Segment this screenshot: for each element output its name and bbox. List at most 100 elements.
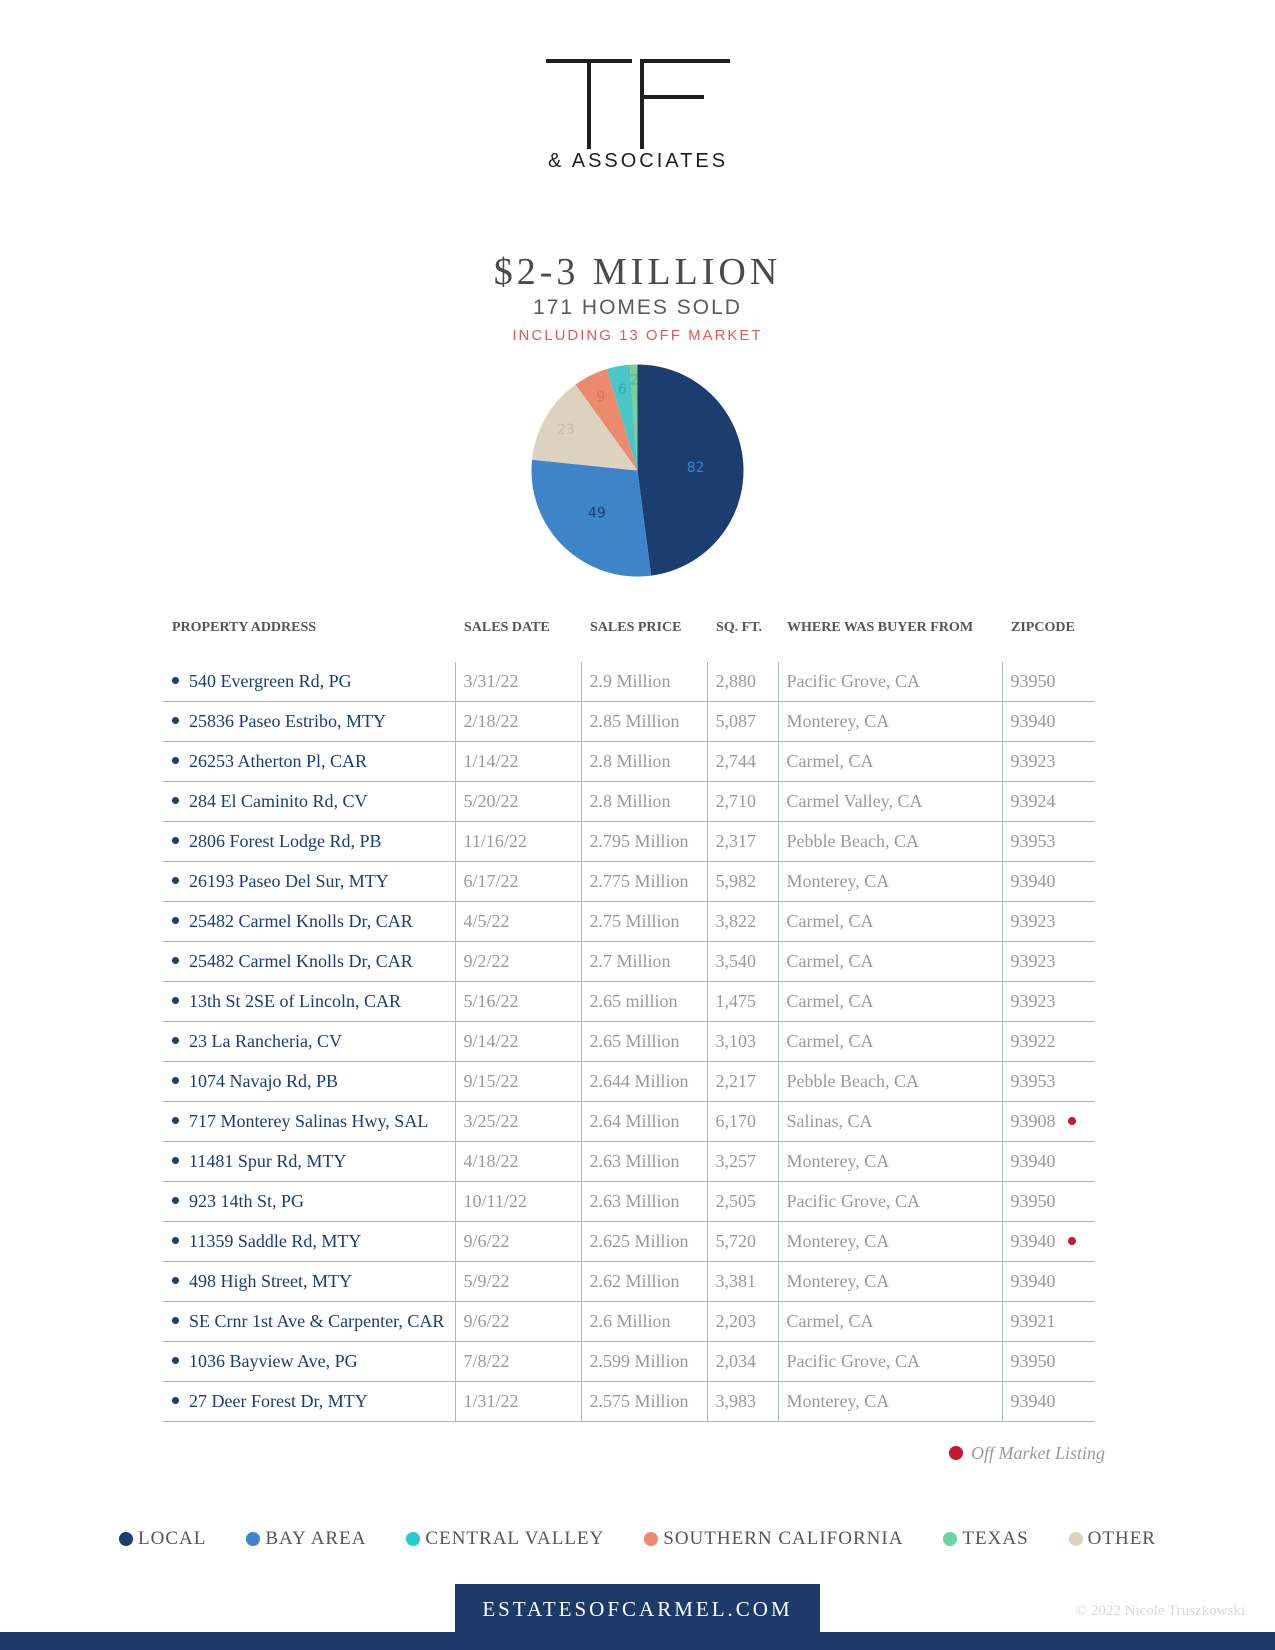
- cell-text: 9/15/22: [463, 1071, 519, 1091]
- cell-sqft: 2,744: [706, 741, 778, 782]
- cell-date: 9/15/22: [454, 1061, 581, 1102]
- table-row: 1036 Bayview Ave, PG 7/8/22 2.599 Million 2…: [163, 1341, 1095, 1382]
- cell-text: 9/14/22: [463, 1031, 519, 1051]
- pie-slice: [575, 369, 638, 471]
- legend-label: SOUTHERN CALIFORNIA: [663, 1528, 904, 1549]
- cell-sqft: 2,710: [706, 781, 778, 822]
- cell-buyer-from: Pacific Grove, CA: [777, 1181, 1002, 1222]
- table-row: 25836 Paseo Estribo, MTY 2/18/22 2.85 Mill…: [163, 701, 1095, 742]
- cell-date: 5/9/22: [454, 1261, 581, 1302]
- cell-sqft: 3,822: [706, 901, 778, 942]
- cell-text: 2,505: [715, 1191, 757, 1211]
- cell-text: 13th St 2SE of Lincoln, CAR: [189, 991, 402, 1011]
- cell-buyer-from: Pacific Grove, CA: [777, 1341, 1002, 1382]
- cell-price: 2.625 Million: [580, 1221, 707, 1262]
- cell-text: 2,203: [715, 1311, 757, 1331]
- cell-text: 2,317: [715, 831, 757, 851]
- cell-text: 3,983: [715, 1391, 757, 1411]
- cell-address: 923 14th St, PG: [163, 1181, 455, 1222]
- cell-text: Pacific Grove, CA: [786, 1351, 920, 1371]
- copyright: © 2022 Nicole Truszkowski: [1075, 1603, 1245, 1619]
- cell-sqft: 5,982: [706, 861, 778, 902]
- cell-text: 2.63 Million: [589, 1191, 680, 1211]
- cell-text: 93940: [1010, 1271, 1056, 1291]
- cell-date: 9/14/22: [454, 1021, 581, 1062]
- cell-text: 3/25/22: [463, 1111, 519, 1131]
- cell-text: 5/16/22: [463, 991, 519, 1011]
- cell-zipcode: 93922: [1001, 1021, 1095, 1062]
- cell-address: 23 La Rancheria, CV: [163, 1021, 455, 1062]
- cell-text: 284 El Caminito Rd, CV: [189, 791, 368, 811]
- cell-text: Monterey, CA: [786, 1231, 890, 1251]
- cell-text: 498 High Street, MTY: [189, 1271, 352, 1291]
- cell-text: 93940: [1010, 1391, 1056, 1411]
- homes-sold-count: 171 HOMES SOLD: [533, 296, 742, 319]
- bullet-icon: [172, 677, 179, 685]
- legend-label: TEXAS: [962, 1528, 1029, 1549]
- legend-item: OTHER: [1068, 1528, 1156, 1550]
- cell-price: 2.795 Million: [580, 821, 707, 862]
- cell-price: 2.8 Million: [580, 741, 707, 782]
- bullet-icon: [172, 837, 179, 845]
- cell-text: 2.63 Million: [589, 1151, 680, 1171]
- cell-text: Monterey, CA: [786, 1391, 890, 1411]
- cell-text: 2/18/22: [463, 711, 519, 731]
- cell-text: 3,381: [715, 1271, 757, 1291]
- off-market-legend: Off Market Listing: [949, 1443, 1105, 1464]
- cell-text: 93923: [1010, 751, 1056, 771]
- cell-zipcode: 93940: [1001, 861, 1095, 902]
- cell-text: 7/8/22: [463, 1351, 510, 1371]
- cell-buyer-from: Monterey, CA: [777, 701, 1002, 742]
- cell-text: 2,710: [715, 791, 757, 811]
- cell-text: Carmel, CA: [786, 951, 874, 971]
- legend-item: LOCAL: [119, 1528, 206, 1550]
- cell-zipcode: 93923: [1001, 741, 1095, 782]
- pie-data-label: 23: [557, 422, 575, 438]
- bullet-icon: [172, 797, 179, 805]
- cell-text: 2,034: [715, 1351, 757, 1371]
- logo-subtitle: & ASSOCIATES: [547, 150, 729, 172]
- bullet-icon: [172, 1117, 179, 1125]
- cell-price: 2.85 Million: [580, 701, 707, 742]
- cell-sqft: 3,983: [706, 1381, 778, 1422]
- cell-buyer-from: Pebble Beach, CA: [777, 1061, 1002, 1102]
- cell-text: 1074 Navajo Rd, PB: [189, 1071, 339, 1091]
- cell-date: 11/16/22: [454, 821, 581, 862]
- bullet-icon: [172, 1237, 179, 1245]
- bullet-icon: [172, 1357, 179, 1365]
- cell-text: 93922: [1010, 1031, 1056, 1051]
- table-row: 2806 Forest Lodge Rd, PB 11/16/22 2.795 Mi…: [163, 821, 1095, 862]
- bullet-icon: [172, 1317, 179, 1325]
- website-link[interactable]: ESTATESOFCARMEL.COM: [455, 1584, 820, 1632]
- cell-sqft: 3,540: [706, 941, 778, 982]
- cell-buyer-from: Monterey, CA: [777, 861, 1002, 902]
- cell-text: 2.8 Million: [589, 751, 671, 771]
- cell-zipcode: 93940: [1001, 1261, 1095, 1302]
- table-row: 1074 Navajo Rd, PB 9/15/22 2.644 Million 2,…: [163, 1061, 1095, 1102]
- cell-buyer-from: Salinas, CA: [777, 1101, 1002, 1142]
- cell-text: 93940: [1010, 1151, 1056, 1171]
- pie-slice: [629, 364, 638, 471]
- tf-logo: [546, 59, 730, 149]
- cell-text: 2.775 Million: [589, 871, 689, 891]
- col-header-buyer-from: WHERE WAS BUYER FROM: [787, 620, 974, 635]
- cell-text: 1/31/22: [463, 1391, 519, 1411]
- cell-text: 93953: [1010, 831, 1056, 851]
- cell-price: 2.599 Million: [580, 1341, 707, 1382]
- cell-date: 7/8/22: [454, 1341, 581, 1382]
- cell-text: 2,744: [715, 751, 757, 771]
- cell-sqft: 2,034: [706, 1341, 778, 1382]
- chart-legend: LOCAL BAY AREA CENTRAL VALLEY SOUTHERN CALI…: [0, 1528, 1275, 1550]
- cell-buyer-from: Carmel, CA: [777, 941, 1002, 982]
- cell-text: Carmel, CA: [786, 751, 874, 771]
- bullet-icon: [172, 877, 179, 885]
- cell-sqft: 3,381: [706, 1261, 778, 1302]
- cell-text: 93950: [1010, 1191, 1056, 1211]
- cell-sqft: 2,317: [706, 821, 778, 862]
- cell-text: 93940: [1010, 711, 1056, 731]
- sales-table: PROPERTY ADDRESS SALES DATE SALES PRICE …: [163, 620, 1095, 1422]
- legend-label: OTHER: [1087, 1528, 1156, 1549]
- bullet-icon: [172, 917, 179, 925]
- cell-text: Pebble Beach, CA: [786, 1071, 919, 1091]
- cell-zipcode: 93950: [1001, 1181, 1095, 1222]
